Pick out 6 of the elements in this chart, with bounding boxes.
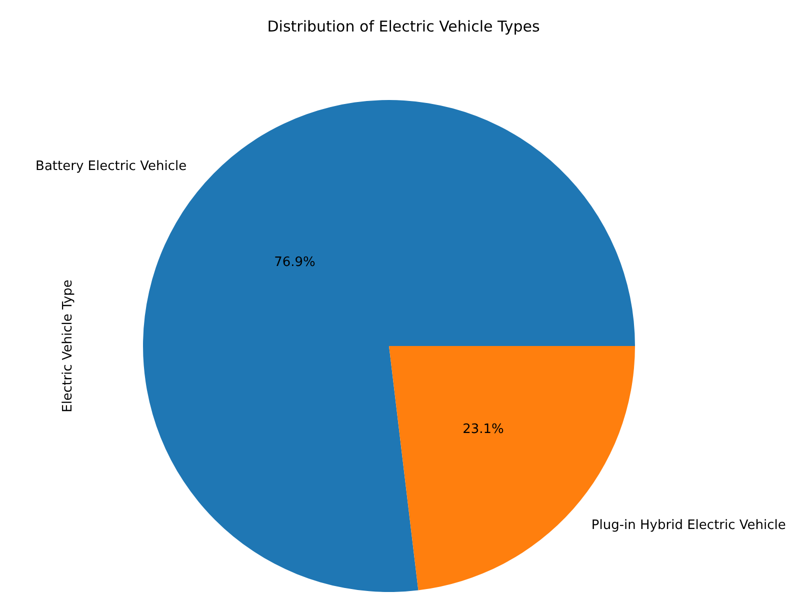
chart-title: Distribution of Electric Vehicle Types [267, 18, 540, 36]
data-label: 76.9% [274, 254, 316, 270]
data-label: 23.1% [462, 422, 504, 438]
text: Electric Vehicle Type [60, 280, 76, 412]
slice-label: Plug-in Hybrid Electric Vehicle [591, 518, 786, 534]
slice-label: Battery Electric Vehicle [36, 158, 187, 174]
